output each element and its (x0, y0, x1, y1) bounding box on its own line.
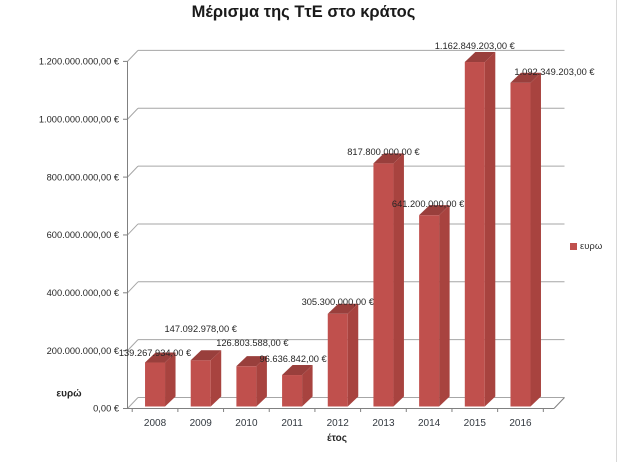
bar-side-face-2010 (256, 356, 267, 407)
bar-top-face-2009 (190, 350, 222, 361)
bar-top-face-2008 (145, 352, 176, 363)
bar-2012[interactable] (327, 303, 359, 407)
x-axis-title: έτος (327, 433, 347, 444)
bar-value-label-2009: 147.092.978,00 € (165, 324, 238, 334)
gridline-connector-1 (127, 339, 139, 351)
bar-top-face-2010 (236, 356, 267, 367)
bar-value-label-2016: 1.092.349.203,00 € (514, 67, 595, 77)
y-tick-label-4: 800.000.000,00 € (47, 172, 120, 182)
y-tick-label-1: 200.000.000,00 € (47, 346, 120, 356)
x-tick-label-2008: 2008 (144, 418, 167, 429)
bar-side-face-2012 (347, 303, 359, 407)
y-tick-label-5: 1.000.000.000,00 € (39, 114, 120, 124)
bar-value-label-2008: 139.267.934,00 € (119, 348, 192, 358)
bar-top-face-2015 (464, 52, 496, 63)
bar-side-face-2011 (302, 365, 313, 407)
bar-value-label-2011: 96.636.842,00 € (259, 354, 327, 364)
bar-top-face-2014 (419, 205, 450, 216)
x-tick-label-2014: 2014 (418, 418, 441, 429)
gridline-connector-0 (127, 397, 139, 409)
legend: ευρω (570, 241, 602, 252)
bar-value-label-2015: 1.162.849.203,00 € (435, 41, 516, 51)
bar-side-face-2013 (393, 153, 404, 407)
bar-side-face-2009 (210, 350, 222, 407)
bar-front-face-2012 (327, 313, 348, 407)
x-tick-label-2016: 2016 (509, 418, 532, 429)
legend-label: ευρω (580, 241, 603, 252)
gridline-connector-6 (127, 50, 139, 62)
gridline-connector-5 (127, 107, 139, 120)
legend-swatch-icon (570, 243, 577, 250)
bar-2016[interactable] (510, 72, 541, 407)
gridline-connector-2 (127, 281, 139, 294)
x-tick-label-2013: 2013 (372, 418, 395, 429)
bar-front-face-2010 (236, 366, 257, 407)
x-tick-label-2009: 2009 (190, 418, 213, 429)
x-tick-label-2012: 2012 (327, 418, 350, 429)
y-tick-label-3: 600.000.000,00 € (47, 230, 120, 240)
chart-title: Μέρισμα της ΤτΕ στο κράτος (191, 3, 416, 21)
bar-front-face-2013 (373, 163, 394, 407)
bar-front-face-2008 (145, 362, 166, 407)
bar-front-face-2015 (464, 62, 485, 407)
floor-right-edge (553, 397, 565, 409)
bar-front-face-2011 (282, 375, 303, 407)
x-tick-label-2010: 2010 (235, 418, 258, 429)
y-axis-title: ευρώ (56, 389, 82, 400)
y-tick-label-0: 0,00 € (93, 404, 120, 414)
x-tick-label-2015: 2015 (464, 418, 487, 429)
bar-value-label-2010: 126.803.588,00 € (216, 338, 289, 348)
bar-side-face-2014 (439, 205, 450, 407)
bar-2013[interactable] (373, 153, 404, 407)
bar-2008[interactable] (145, 352, 176, 407)
bar-2009[interactable] (190, 350, 222, 407)
bar-top-face-2012 (327, 303, 359, 314)
bar-2014[interactable] (419, 205, 450, 407)
bar-2015[interactable] (464, 52, 496, 407)
bar-top-face-2013 (373, 153, 404, 164)
chart-right-border (616, 0, 617, 462)
bar-side-face-2008 (165, 352, 176, 407)
bar-value-label-2014: 641.200.000,00 € (392, 199, 465, 209)
bar-top-face-2016 (510, 72, 541, 83)
gridline-connector-3 (127, 223, 139, 236)
bar-value-label-2013: 817.800.000,00 € (347, 147, 420, 157)
bar-top-face-2011 (282, 365, 313, 376)
labels-layer: 0,00 € 200.000.000,00 € 400.000.000,00 € 60… (39, 41, 596, 429)
gridline-connector-4 (127, 165, 139, 178)
bar-value-label-2012: 305.300.000,00 € (302, 297, 375, 307)
y-tick-label-6: 1.200.000.000,00 € (39, 57, 120, 67)
bar-front-face-2014 (419, 215, 440, 407)
bar-front-face-2009 (190, 360, 211, 407)
bar-front-face-2016 (510, 82, 531, 407)
x-tick-label-2011: 2011 (281, 418, 303, 429)
bar-2011[interactable] (282, 365, 313, 407)
bar-side-face-2015 (484, 52, 496, 407)
bar-2010[interactable] (236, 356, 267, 407)
bars-layer (145, 52, 541, 407)
bar-side-face-2016 (530, 72, 541, 407)
y-tick-label-2: 400.000.000,00 € (47, 288, 120, 298)
